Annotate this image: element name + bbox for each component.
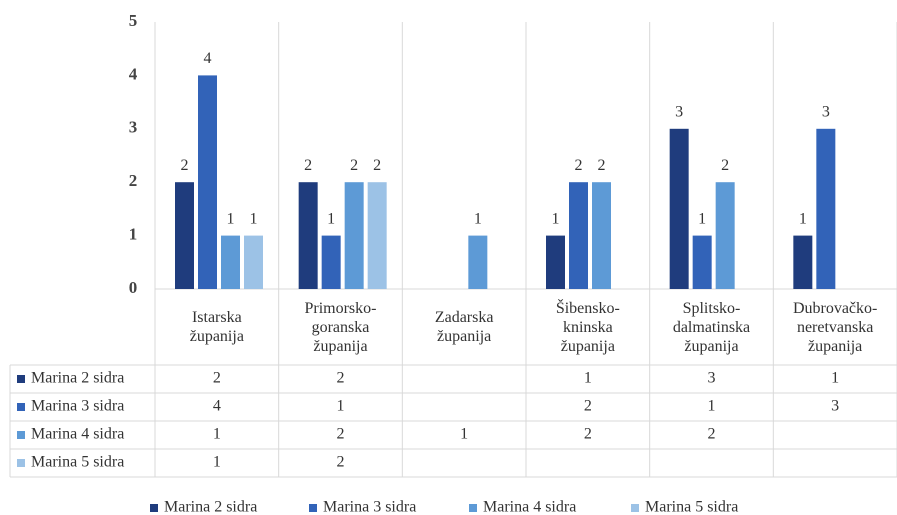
bar: [244, 235, 263, 289]
table-cell: 3: [708, 370, 716, 387]
y-tick-label: 3: [129, 118, 138, 137]
data-label: 2: [181, 157, 189, 174]
category-cell: Primorsko-goranska županija: [279, 289, 403, 365]
data-label: 2: [575, 157, 583, 174]
y-tick-label: 4: [129, 64, 138, 83]
data-label: 1: [327, 210, 335, 227]
bar: [715, 182, 735, 289]
bar: [198, 75, 217, 290]
legend-key: [17, 459, 25, 467]
data-label: 2: [373, 157, 381, 174]
category-cell: Dubrovačko-neretvanska županija: [773, 289, 897, 365]
table-cell: 1: [460, 426, 468, 443]
data-label: 2: [721, 157, 729, 174]
x-tick-label: Primorsko-goranska županija: [304, 299, 377, 355]
legend-label: Marina 4 sidra: [483, 499, 576, 515]
legend-key: [17, 431, 25, 439]
x-tick-label: Dubrovačko-neretvanska županija: [792, 299, 878, 355]
x-category-cell: Primorsko-goranska županija: [279, 289, 403, 365]
table-row-header: Marina 5 sidra: [31, 454, 124, 471]
legend-key: [631, 504, 639, 512]
legend-label: Marina 5 sidra: [645, 499, 738, 515]
data-label: 1: [799, 210, 807, 227]
x-category-cell: Šibensko-kninska županija: [526, 289, 650, 365]
table-cell: 1: [213, 454, 221, 471]
bar: [175, 182, 194, 289]
y-tick-label: 0: [129, 278, 138, 297]
legend-key: [309, 504, 317, 512]
category-cell: Splitsko-dalmatinska županija: [650, 289, 774, 365]
category-cell: Zadarska županija: [402, 289, 526, 365]
data-label: 2: [350, 157, 358, 174]
data-label: 1: [698, 210, 706, 227]
legend-label: Marina 3 sidra: [323, 499, 416, 515]
bar: [344, 182, 364, 289]
data-label: 1: [227, 210, 235, 227]
bar: [221, 235, 240, 289]
data-label: 2: [304, 157, 312, 174]
data-label: 1: [250, 210, 258, 227]
bar: [367, 182, 387, 289]
legend-label: Marina 2 sidra: [164, 499, 257, 515]
legend-key: [17, 403, 25, 411]
table-cell: 1: [708, 398, 716, 415]
data-label: 1: [474, 210, 482, 227]
data-label: 1: [552, 210, 560, 227]
y-tick-label: 5: [129, 11, 138, 30]
bar: [592, 182, 611, 289]
x-category-cell: Zadarska županija: [402, 289, 526, 365]
bar: [321, 235, 341, 289]
y-tick-label: 1: [129, 225, 138, 244]
data-label: 2: [598, 157, 606, 174]
bar: [569, 182, 588, 289]
table-cell: 2: [337, 426, 345, 443]
data-label: 4: [204, 50, 212, 67]
x-category-cell: Istarska županija: [155, 289, 279, 365]
table-cell: 1: [584, 370, 592, 387]
table-cell: 2: [337, 370, 345, 387]
bar: [546, 235, 565, 289]
legend-key: [17, 375, 25, 383]
bar: [692, 235, 712, 289]
table-row-header: Marina 4 sidra: [31, 426, 124, 443]
table-cell: 2: [708, 426, 716, 443]
category-cell: Istarska županija: [155, 289, 279, 365]
x-tick-label: Šibensko-kninska županija: [555, 299, 620, 355]
bar: [816, 128, 836, 289]
table-cell: 1: [831, 370, 839, 387]
legend-key: [469, 504, 477, 512]
bar: [793, 235, 813, 289]
bar: [298, 182, 318, 289]
table-cell: 1: [213, 426, 221, 443]
table-cell: 2: [584, 426, 592, 443]
table-cell: 4: [213, 398, 221, 415]
x-tick-label: Istarska županija: [189, 309, 244, 345]
table-cell: 1: [337, 398, 345, 415]
table-cell: 2: [337, 454, 345, 471]
x-tick-label: Splitsko-dalmatinska županija: [672, 299, 751, 355]
table-row-header: Marina 2 sidra: [31, 370, 124, 387]
category-cell: Šibensko-kninska županija: [526, 289, 650, 365]
table-cell: 3: [831, 398, 839, 415]
table-row-header: Marina 3 sidra: [31, 398, 124, 415]
x-tick-label: Zadarska županija: [434, 309, 494, 345]
x-category-cell: Dubrovačko-neretvanska županija: [773, 289, 897, 365]
bar: [669, 128, 689, 289]
data-label: 3: [822, 103, 830, 120]
table-cell: 2: [213, 370, 221, 387]
data-label: 3: [675, 103, 683, 120]
x-category-cell: Splitsko-dalmatinska županija: [650, 289, 774, 365]
bar: [468, 235, 488, 289]
table-cell: 2: [584, 398, 592, 415]
y-tick-label: 2: [129, 171, 138, 190]
legend-key: [150, 504, 158, 512]
